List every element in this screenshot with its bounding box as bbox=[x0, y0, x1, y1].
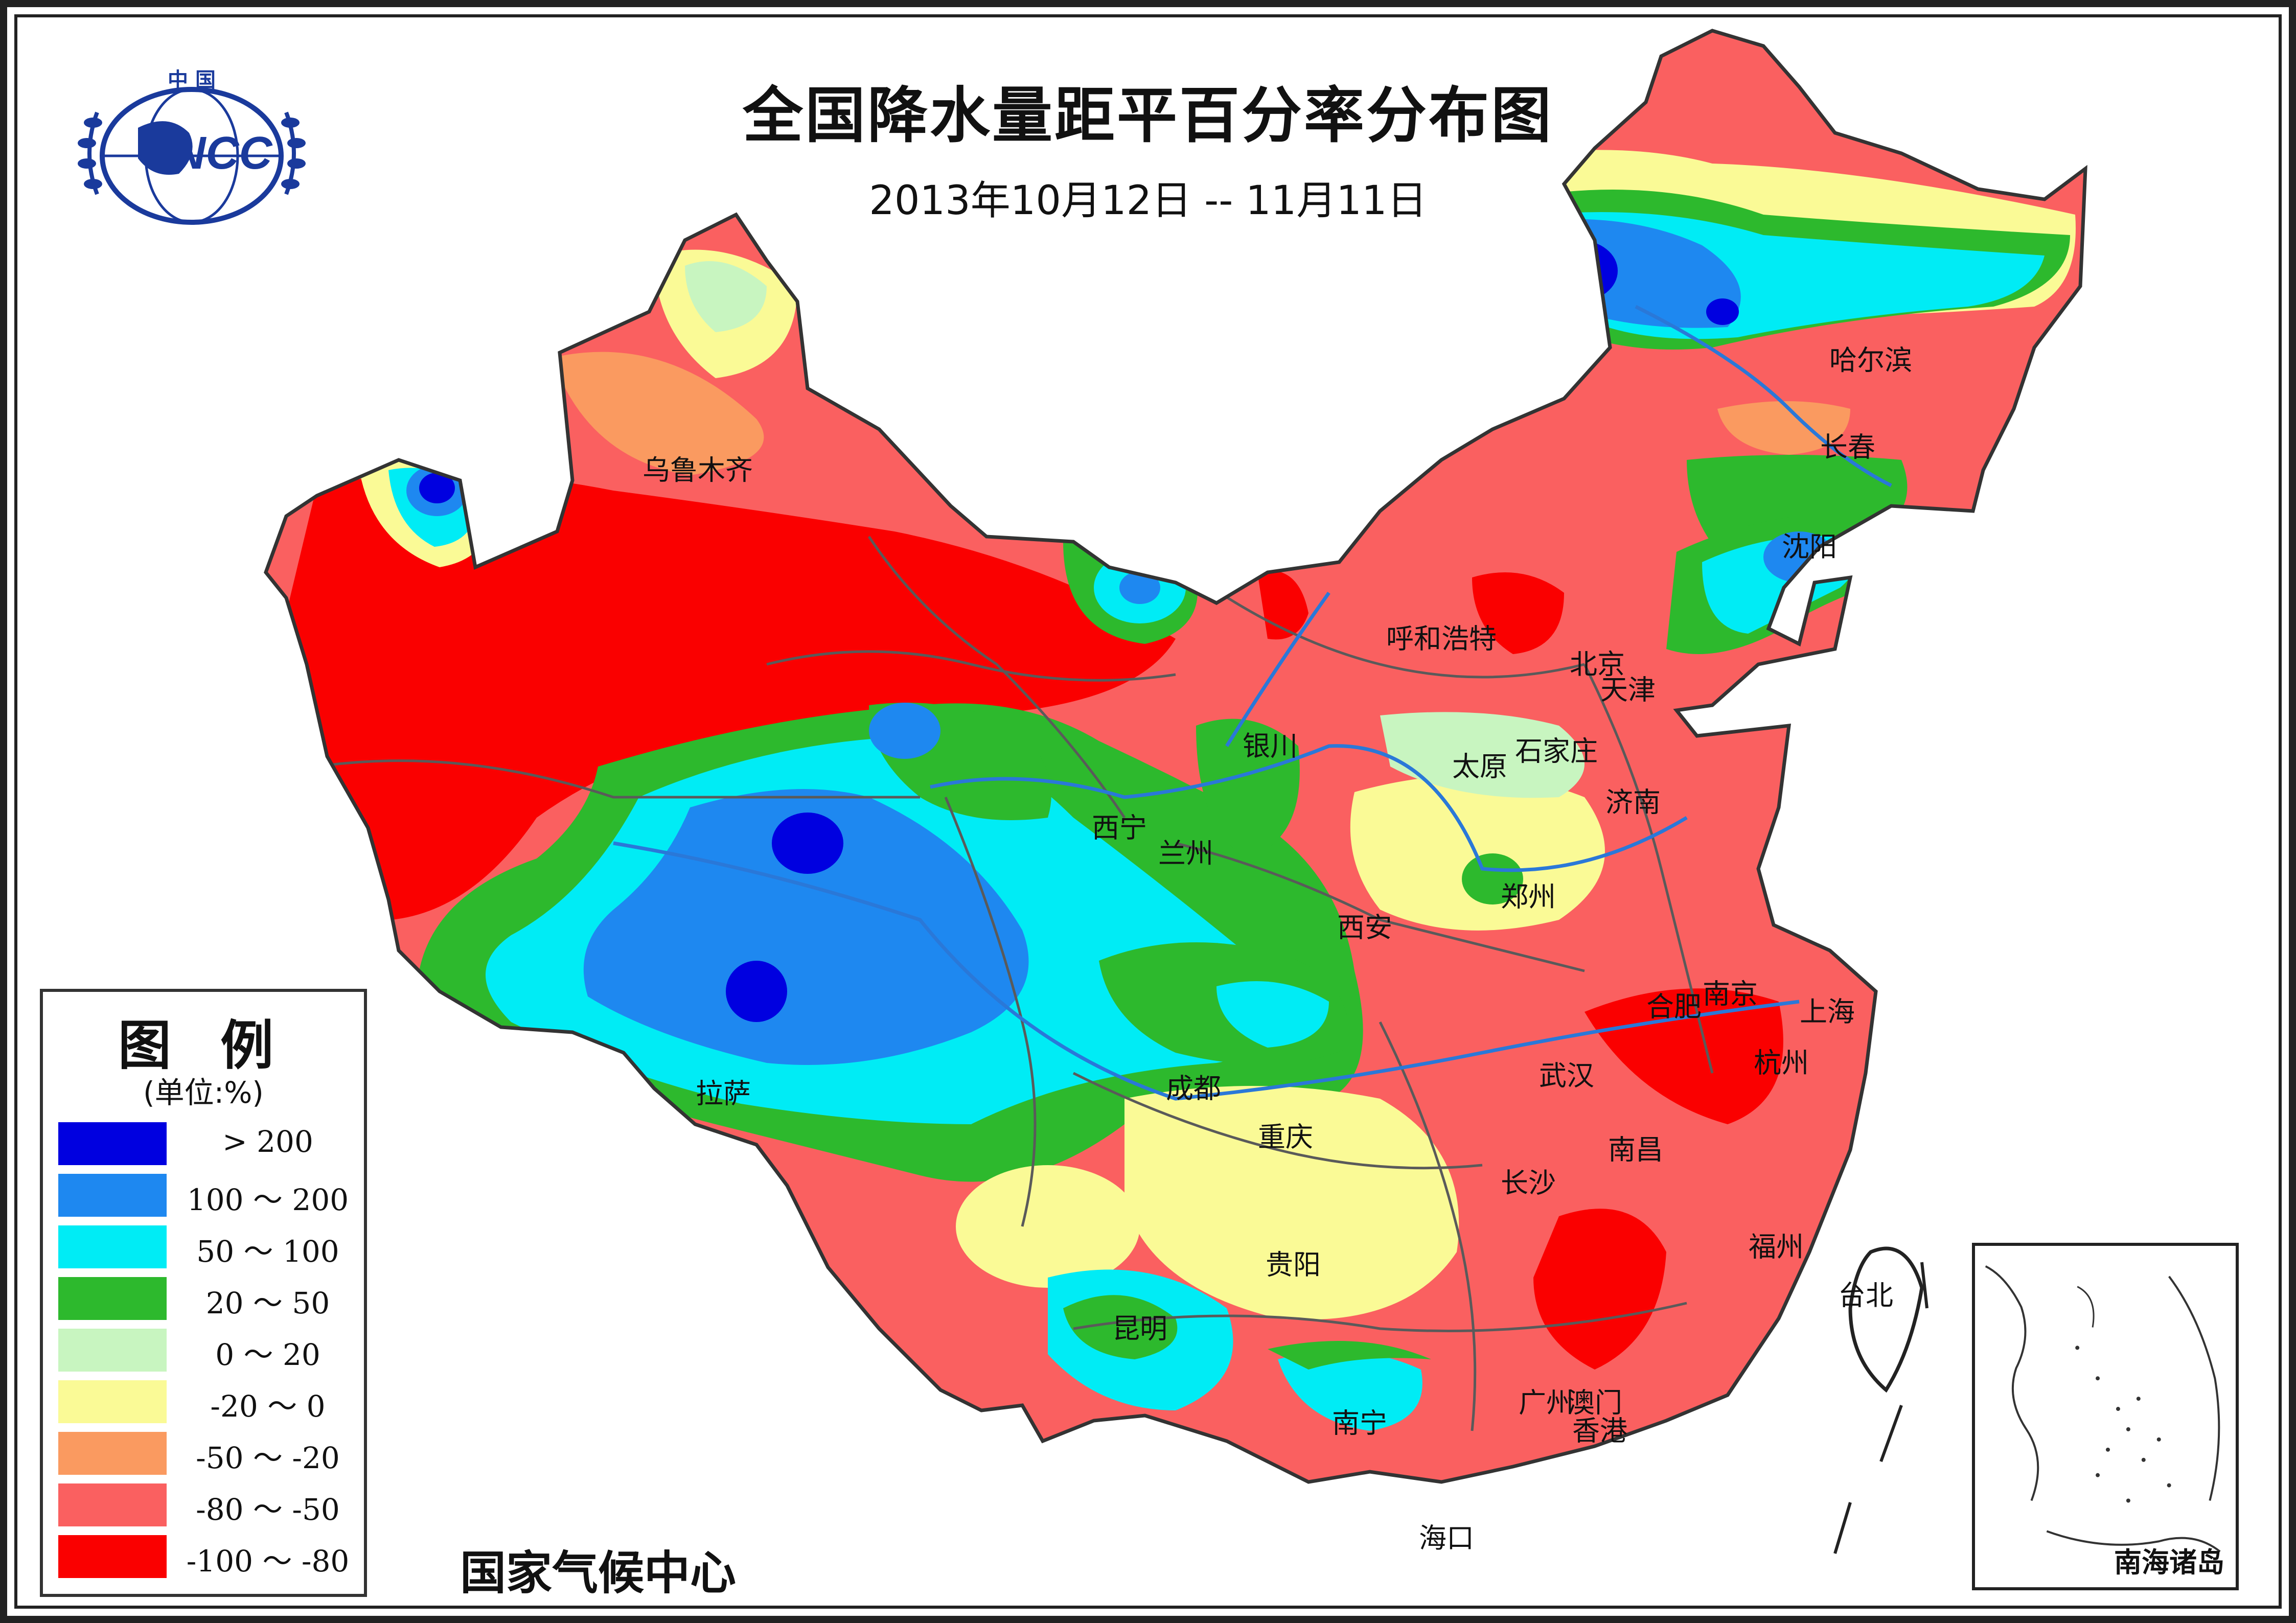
legend-item: -20 ～ 0 bbox=[58, 1380, 355, 1424]
legend-swatch bbox=[58, 1483, 167, 1526]
city-label: 北京 bbox=[1570, 648, 1625, 681]
legend-label: -20 ～ 0 bbox=[210, 1389, 326, 1424]
city-label: 兰州 bbox=[1158, 837, 1213, 870]
city-label: 福州 bbox=[1749, 1231, 1804, 1263]
city-label: 长沙 bbox=[1501, 1167, 1556, 1199]
legend-swatch bbox=[58, 1535, 167, 1578]
legend-label: > 200 bbox=[222, 1124, 313, 1159]
legend-label: 100 ～ 200 bbox=[187, 1183, 349, 1217]
inner-frame bbox=[14, 14, 2282, 1609]
city-label: 乌鲁木齐 bbox=[642, 454, 753, 486]
legend-label: 50 ～ 100 bbox=[196, 1234, 339, 1269]
legend-label: 20 ～ 50 bbox=[205, 1286, 330, 1320]
city-label: 南昌 bbox=[1608, 1133, 1663, 1166]
legend-label: 0 ～ 20 bbox=[215, 1337, 320, 1372]
city-label: 海口 bbox=[1419, 1522, 1474, 1555]
inset-label: 南海诸岛 bbox=[2114, 1546, 2224, 1579]
legend-item: > 200 bbox=[58, 1122, 355, 1165]
city-label: 武汉 bbox=[1539, 1059, 1594, 1092]
logo-center-text: NCC bbox=[173, 128, 273, 179]
legend-title: 图 例 bbox=[118, 1014, 289, 1077]
legend-label: -80 ～ -50 bbox=[196, 1492, 340, 1527]
city-label: 哈尔滨 bbox=[1829, 344, 1912, 377]
legend-swatch bbox=[58, 1380, 167, 1423]
city-label: 南宁 bbox=[1332, 1407, 1387, 1440]
city-label: 长春 bbox=[1820, 431, 1875, 463]
credit-text: 国家气候中心 bbox=[460, 1546, 736, 1600]
city-label: 香港 bbox=[1572, 1415, 1627, 1447]
legend-swatch bbox=[58, 1225, 167, 1268]
ncc-logo: 中 国 NCC bbox=[78, 68, 306, 225]
taiwan-island bbox=[1848, 1246, 1924, 1393]
legend-label: -100 ～ -80 bbox=[186, 1544, 350, 1579]
city-label: 天津 bbox=[1600, 674, 1656, 706]
legend: 图 例 (单位:%) > 200 100 ～ 200 50 ～ 100 20 ～ 50… bbox=[40, 989, 367, 1597]
city-label: 西宁 bbox=[1092, 812, 1147, 844]
legend-item: -80 ～ -50 bbox=[58, 1483, 355, 1527]
city-label: 台北 bbox=[1838, 1279, 1893, 1312]
legend-unit: (单位:%) bbox=[143, 1075, 264, 1110]
city-label: 广州 bbox=[1519, 1386, 1574, 1419]
city-label: 上海 bbox=[1800, 995, 1855, 1028]
legend-item: 50 ～ 100 bbox=[58, 1225, 355, 1269]
legend-item: -100 ～ -80 bbox=[58, 1535, 355, 1579]
legend-item: 100 ～ 200 bbox=[58, 1174, 355, 1217]
legend-item: 0 ～ 20 bbox=[58, 1329, 355, 1372]
map-date-range: 2013年10月12日 -- 11月11日 bbox=[869, 178, 1427, 224]
legend-swatch bbox=[58, 1277, 167, 1320]
map-title: 全国降水量距平百分率分布图 bbox=[742, 80, 1553, 151]
logo-top-text: 中 国 bbox=[168, 68, 216, 92]
legend-swatch bbox=[58, 1174, 167, 1217]
city-label: 澳门 bbox=[1567, 1386, 1622, 1419]
legend-item: -50 ～ -20 bbox=[58, 1432, 355, 1475]
city-label: 南京 bbox=[1703, 978, 1758, 1010]
city-label: 杭州 bbox=[1754, 1047, 1809, 1079]
city-label: 西安 bbox=[1337, 911, 1392, 944]
city-label: 太原 bbox=[1452, 750, 1507, 783]
city-label: 贵阳 bbox=[1266, 1248, 1321, 1281]
inset-map bbox=[1985, 1265, 2221, 1552]
legend-item: 20 ～ 50 bbox=[58, 1277, 355, 1320]
city-label: 济南 bbox=[1605, 786, 1661, 819]
city-label: 重庆 bbox=[1258, 1121, 1313, 1153]
city-label: 呼和浩特 bbox=[1386, 622, 1497, 655]
city-label: 合肥 bbox=[1646, 990, 1702, 1023]
south-china-sea-inset: 南海诸岛 bbox=[1972, 1243, 2239, 1590]
city-label: 银川 bbox=[1243, 730, 1298, 762]
legend-swatch bbox=[58, 1329, 167, 1372]
city-label: 沈阳 bbox=[1782, 530, 1837, 563]
legend-swatch bbox=[58, 1122, 167, 1165]
city-label: 昆明 bbox=[1112, 1312, 1167, 1345]
city-label: 成都 bbox=[1166, 1072, 1221, 1105]
city-label: 拉萨 bbox=[696, 1077, 751, 1110]
legend-label: -50 ～ -20 bbox=[196, 1441, 340, 1475]
city-label: 郑州 bbox=[1501, 880, 1556, 913]
legend-swatch bbox=[58, 1432, 167, 1475]
city-label: 石家庄 bbox=[1515, 735, 1598, 768]
